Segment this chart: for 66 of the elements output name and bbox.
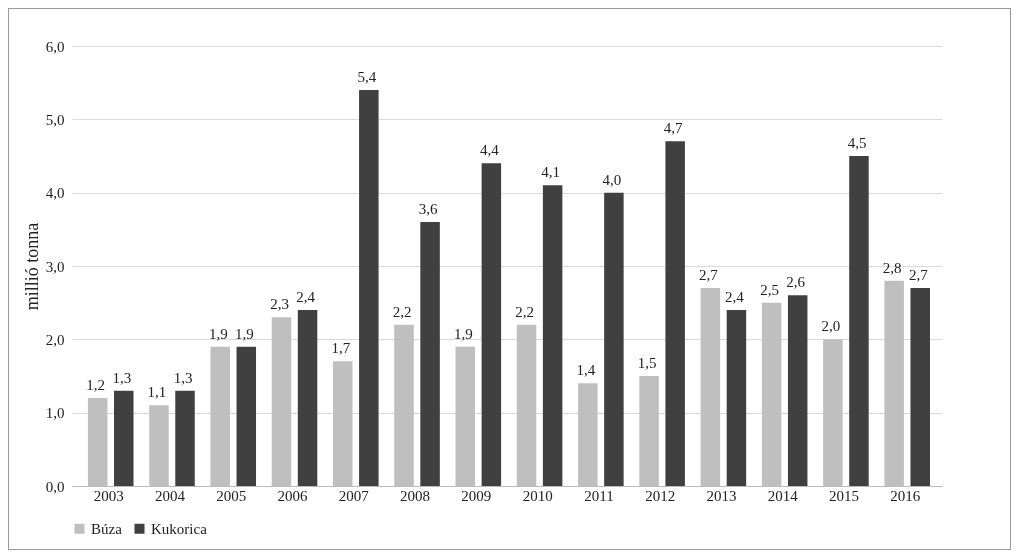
bar	[542, 185, 563, 486]
data-label: 2,5	[760, 281, 780, 298]
data-label: 4,7	[663, 120, 684, 137]
data-label: 2,2	[392, 303, 412, 320]
data-label: 1,1	[147, 384, 167, 401]
data-label: 4,0	[602, 171, 622, 188]
data-label: 4,5	[847, 135, 867, 151]
y-axis-title: millió tonna	[21, 222, 42, 311]
bar	[297, 310, 318, 486]
data-label: 1,2	[86, 377, 106, 393]
y-tick-label: 4,0	[45, 185, 65, 202]
data-label: 5,4	[357, 69, 377, 85]
x-tick-label: 2011	[584, 487, 614, 504]
data-label: 2,4	[296, 289, 316, 305]
y-tick-label: 3,0	[45, 258, 65, 275]
y-tick-label: 6,0	[45, 38, 65, 55]
x-tick-label: 2013	[706, 487, 737, 504]
x-tick-label: 2007	[338, 487, 370, 504]
x-tick-label: 2009	[461, 487, 492, 504]
y-tick-label: 5,0	[45, 111, 65, 128]
bar	[481, 163, 502, 486]
y-tick-label: 0,0	[45, 478, 65, 495]
data-label: 4,4	[480, 142, 500, 159]
data-label: 1,7	[331, 340, 351, 357]
x-tick-label: 2010	[522, 487, 553, 504]
x-tick-label: 2015	[828, 487, 859, 504]
x-tick-label: 2016	[890, 487, 921, 504]
x-tick-label: 2005	[216, 487, 247, 504]
x-tick-label: 2008	[400, 487, 431, 504]
data-label: 2,6	[786, 274, 806, 291]
data-label: 2,0	[821, 318, 841, 335]
data-label: 1,9	[453, 325, 473, 342]
legend-label: Kukorica	[151, 520, 208, 537]
y-tick-label: 1,0	[45, 405, 65, 422]
bar	[665, 141, 685, 486]
data-label: 2,2	[515, 303, 534, 320]
data-label: 2,3	[270, 296, 289, 313]
x-tick-label: 2014	[767, 487, 799, 504]
data-label: 4,1	[541, 164, 561, 181]
legend-label: Búza	[91, 520, 123, 537]
data-label: 2,4	[725, 289, 745, 305]
bar	[359, 90, 379, 486]
data-label: 1,5	[637, 355, 657, 371]
x-tick-label: 2004	[155, 487, 186, 504]
data-label: 1,9	[234, 325, 254, 342]
data-label: 2,8	[882, 259, 902, 276]
data-label: 1,3	[112, 369, 132, 386]
x-tick-label: 2006	[277, 487, 309, 504]
x-tick-label: 2003	[93, 487, 124, 504]
bar	[787, 295, 808, 486]
bar	[604, 192, 624, 486]
data-label: 2,7	[699, 267, 719, 283]
bar	[236, 346, 257, 486]
data-label: 3,6	[418, 201, 439, 217]
bar	[114, 390, 134, 486]
x-tick-label: 2012	[645, 487, 676, 504]
data-label: 2,7	[908, 267, 929, 283]
bar	[420, 222, 440, 486]
bar	[175, 390, 195, 486]
y-tick-label: 2,0	[45, 331, 65, 348]
data-label: 1,9	[208, 325, 228, 342]
bar	[910, 288, 930, 486]
data-label: 1,3	[173, 369, 193, 386]
bar	[726, 310, 747, 486]
bar	[849, 156, 869, 486]
data-label: 1,4	[576, 362, 596, 379]
